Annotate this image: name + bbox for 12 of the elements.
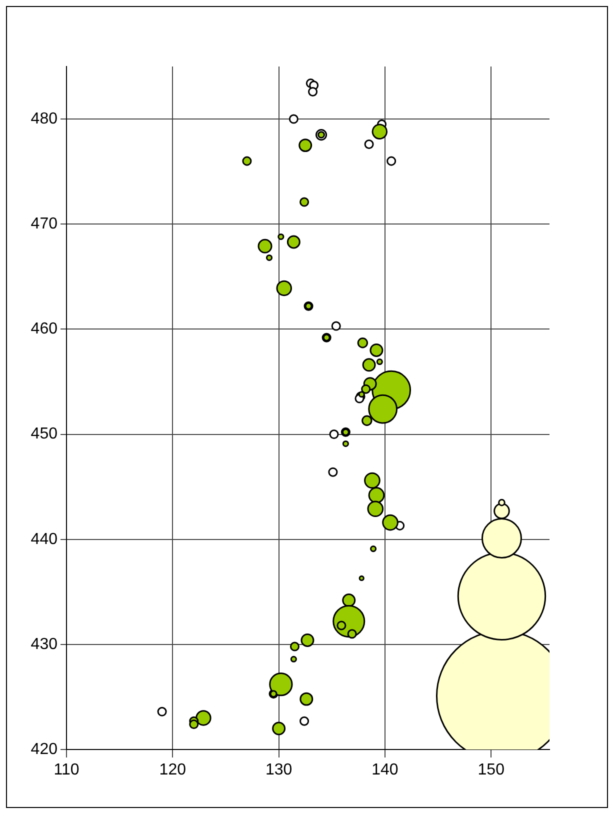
y-tick-label: 470	[30, 216, 58, 233]
x-tick-label: 140	[372, 762, 398, 779]
y-tick-label: 420	[30, 740, 58, 758]
x-tick-label: 120	[159, 762, 186, 779]
x-tick-label: 150	[478, 762, 505, 779]
x-tick-label: 130	[265, 762, 292, 779]
y-tick-label: 480	[30, 110, 58, 128]
x-tick-label: 110	[54, 762, 80, 779]
y-tick-label: 450	[30, 426, 58, 443]
y-tick-label: 460	[30, 320, 58, 338]
y-tick-label: 430	[30, 636, 58, 653]
y-tick-label: 440	[30, 530, 58, 548]
